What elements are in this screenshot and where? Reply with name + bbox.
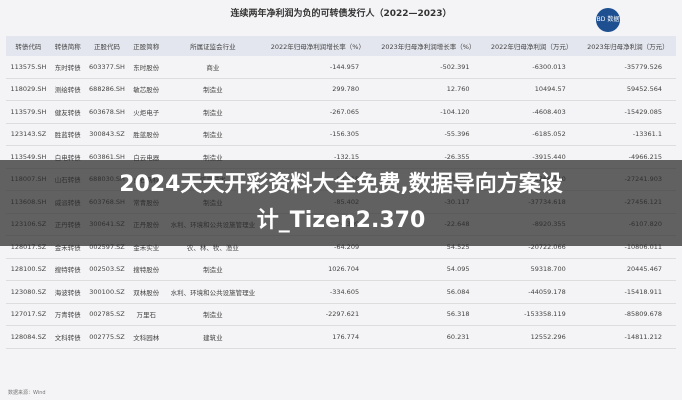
table-cell: -14811.212	[579, 325, 676, 349]
table-cell: -85809.678	[579, 303, 676, 326]
title: 连续两年净利润为负的可转债发行人（2022—2023）	[230, 9, 452, 19]
table-cell: 胜蓝股份	[129, 123, 164, 146]
table-cell: -502.391	[373, 56, 484, 79]
table-row: 113575.SH 东时转债 603377.SH 东时股份 商业 -144.957 -502…	[6, 56, 676, 79]
table-cell: 603377.SH	[84, 56, 130, 79]
table-cell: 制造业	[163, 303, 263, 326]
table-cell: -44059.178	[483, 280, 580, 304]
table-cell: 300100.SZ	[84, 280, 130, 304]
table-cell: 文科园林	[129, 325, 164, 349]
table-cell: -334.605	[262, 280, 374, 304]
table-cell: 54.095	[373, 258, 484, 281]
column-header: 2022年归母净利润（万元）	[483, 36, 580, 56]
table-cell: 118029.SH	[6, 78, 51, 101]
table-cell: 123080.SZ	[6, 280, 51, 304]
table-cell: 002775.SZ	[84, 325, 130, 349]
column-header: 转债简称	[50, 36, 85, 56]
table-cell: -6300.013	[483, 56, 580, 79]
table-cell: -6185.052	[483, 123, 580, 146]
table-cell: 56.318	[373, 303, 484, 326]
column-header: 正股代码	[84, 36, 130, 56]
banner: 2024天天开彩资料大全免费,数据导向方案设 计_Tizen2.370	[0, 160, 682, 246]
table-cell: 健友转债	[50, 100, 85, 124]
table-cell: 商业	[163, 56, 263, 79]
table-cell: -4608.403	[483, 100, 580, 124]
note: 数据来源：Wind	[8, 390, 46, 396]
table-row: 127017.SZ 万青转债 002785.SZ 万里石 制造业 -2297.621 56.…	[6, 303, 676, 326]
table-cell: 59318.700	[483, 258, 580, 281]
table-cell: 制造业	[163, 100, 263, 124]
table-cell: 127017.SZ	[6, 303, 51, 326]
table-cell: 60.231	[373, 325, 484, 349]
table-cell: 文科转债	[50, 325, 85, 349]
table-cell: 12.760	[373, 78, 484, 101]
table-cell: 火炬电子	[129, 100, 164, 124]
table-cell: -144.957	[262, 56, 374, 79]
table-cell: 688286.SH	[84, 78, 130, 101]
table-row: 123080.SZ 海波转债 300100.SZ 双林股份 水利、环境和公共设施管理业 -…	[6, 280, 676, 304]
column-header: 转债代码	[6, 36, 51, 56]
table-row: 128100.SZ 搜特转债 002503.SZ 搜特股份 制造业 1026.704 54.…	[6, 258, 676, 281]
table-cell: 东时转债	[50, 56, 85, 79]
table-cell: 603678.SH	[84, 100, 130, 124]
table-cell: 123143.SZ	[6, 123, 51, 146]
table-cell: -153358.119	[483, 303, 580, 326]
table-cell: 测绘转债	[50, 78, 85, 101]
table-cell: 搜特转债	[50, 258, 85, 281]
table-cell: 128084.SZ	[6, 325, 51, 349]
table-cell: -267.065	[262, 100, 374, 124]
table-cell: 10494.57	[483, 78, 580, 101]
table-cell: 20445.467	[579, 258, 676, 281]
table-cell: 制造业	[163, 78, 263, 101]
table-cell: -104.120	[373, 100, 484, 124]
column-header: 2023年归母净利润（万元）	[579, 36, 676, 56]
table-row: 118029.SH 测绘转债 688286.SH 敏芯股份 制造业 299.780 12.7…	[6, 78, 676, 101]
table-cell: 制造业	[163, 258, 263, 281]
table-cell: 海波转债	[50, 280, 85, 304]
table-cell: -2297.621	[262, 303, 374, 326]
table-cell: 万里石	[129, 303, 164, 326]
table-cell: 建筑业	[163, 325, 263, 349]
table-cell: -13361.1	[579, 123, 676, 146]
table-cell: 12552.296	[483, 325, 580, 349]
table-cell: 胜蓝转债	[50, 123, 85, 146]
table-cell: 水利、环境和公共设施管理业	[163, 280, 263, 304]
table-cell: 56.084	[373, 280, 484, 304]
table-cell: 300843.SZ	[84, 123, 130, 146]
table-cell: 128100.SZ	[6, 258, 51, 281]
table-row: 113579.SH 健友转债 603678.SH 火炬电子 制造业 -267.065 -10…	[6, 100, 676, 124]
logo: BD 数据	[596, 8, 620, 32]
table-cell: 176.774	[262, 325, 374, 349]
column-header: 2023年归母净利润增长率（%）	[373, 36, 484, 56]
column-header: 2022年归母净利润增长率（%）	[262, 36, 374, 56]
banner-line: 计_Tizen2.370	[256, 208, 426, 233]
column-header: 正股简称	[129, 36, 164, 56]
table-cell: 113575.SH	[6, 56, 51, 79]
table-cell: 双林股份	[129, 280, 164, 304]
table-cell: 002503.SZ	[84, 258, 130, 281]
column-header: 所属证监会行业	[163, 36, 263, 56]
table-cell: 万青转债	[50, 303, 85, 326]
table-cell: 59452.564	[579, 78, 676, 101]
table-row: 123143.SZ 胜蓝转债 300843.SZ 胜蓝股份 制造业 -156.305 -55…	[6, 123, 676, 146]
table-cell: -15429.085	[579, 100, 676, 124]
table-cell: 东时股份	[129, 56, 164, 79]
table-cell: 1026.704	[262, 258, 374, 281]
table-cell: -55.396	[373, 123, 484, 146]
banner-line: 2024天天开彩资料大全免费,数据导向方案设	[119, 172, 563, 197]
table-cell: -156.305	[262, 123, 374, 146]
table-cell: 搜特股份	[129, 258, 164, 281]
table-cell: -35779.526	[579, 56, 676, 79]
table-cell: 敏芯股份	[129, 78, 164, 101]
table-cell: 制造业	[163, 123, 263, 146]
table-row: 128084.SZ 文科转债 002775.SZ 文科园林 建筑业 176.774 60.2…	[6, 325, 676, 349]
table-cell: 299.780	[262, 78, 374, 101]
table-cell: -15418.911	[579, 280, 676, 304]
table-cell: 113579.SH	[6, 100, 51, 124]
table-cell: 002785.SZ	[84, 303, 130, 326]
